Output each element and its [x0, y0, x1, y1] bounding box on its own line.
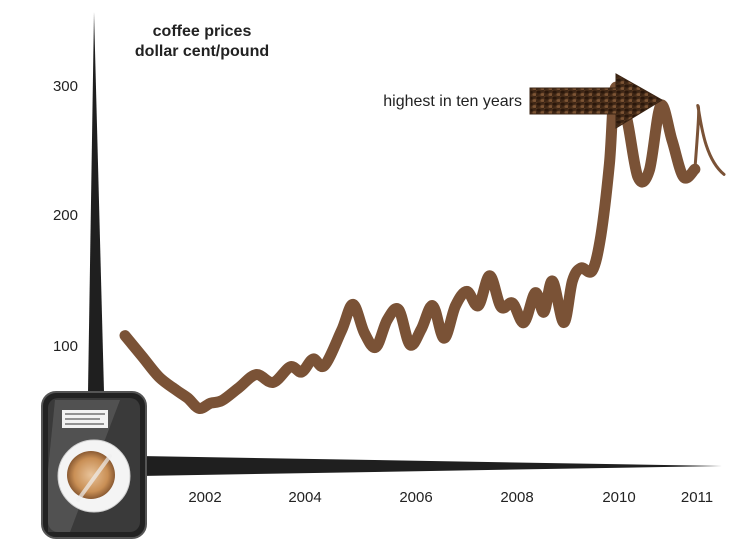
y-tick-label: 200	[53, 207, 78, 224]
annotation-text: highest in ten years	[383, 93, 522, 110]
x-axis-wedge	[140, 456, 722, 476]
chart-subtitle: dollar cent/pound	[135, 43, 269, 60]
chart-title: coffee prices	[153, 23, 252, 40]
x-tick-label: 2002	[188, 489, 221, 506]
x-tick-label: 2004	[288, 489, 321, 506]
x-tick-labels: 2002 2004 2006 2008 2010 2011	[188, 489, 713, 506]
x-tick-label: 2006	[399, 489, 432, 506]
series-tail	[693, 104, 726, 176]
x-tick-label: 2011	[681, 489, 713, 506]
y-axis-spike	[88, 12, 104, 392]
x-tick-label: 2008	[500, 489, 533, 506]
y-tick-label: 100	[53, 338, 78, 355]
y-tick-label: 300	[53, 78, 78, 95]
coffee-cup-icon	[41, 391, 147, 539]
x-tick-label: 2010	[602, 489, 635, 506]
coffee-bean-arrow-icon	[529, 73, 663, 129]
series-line	[119, 81, 701, 414]
